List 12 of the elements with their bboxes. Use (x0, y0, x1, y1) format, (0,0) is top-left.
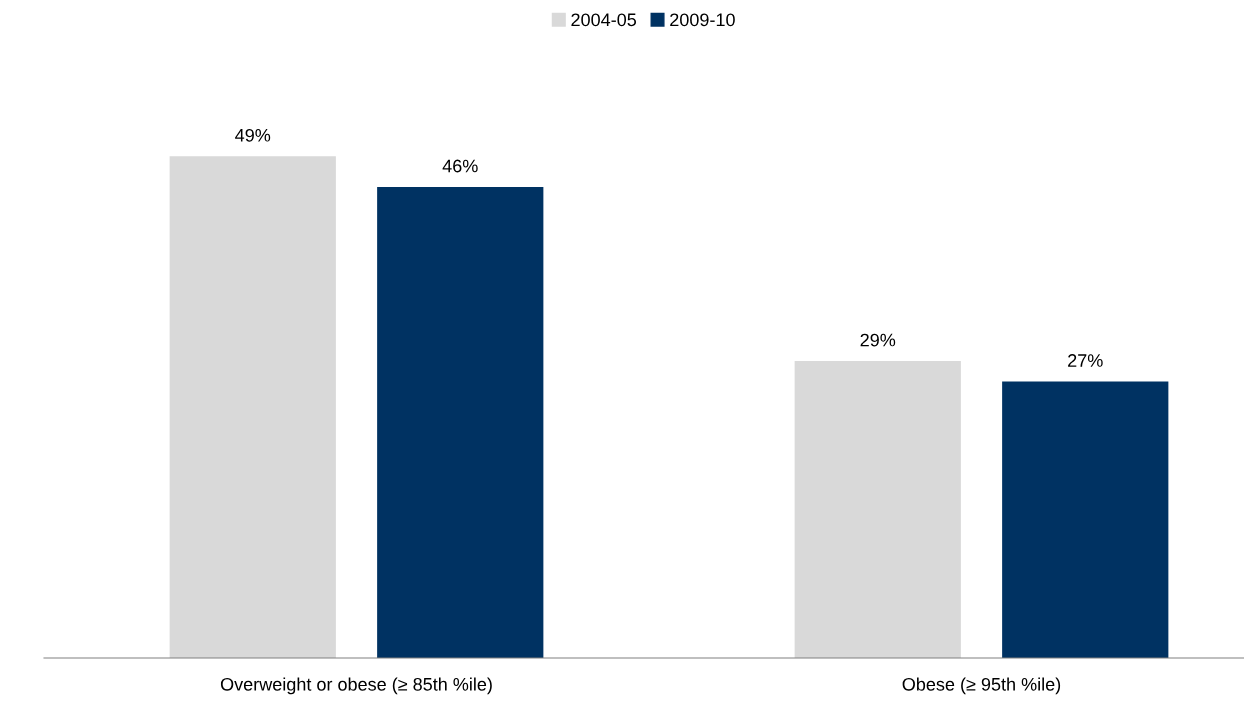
data-label: 27% (1068, 354, 1103, 367)
bar (1002, 381, 1169, 658)
legend-label: 2009-10 (670, 13, 735, 27)
data-label: 49% (235, 128, 271, 142)
bar (794, 361, 961, 658)
data-label: 46% (442, 159, 478, 173)
x-tick-label: Overweight or obese (≥ 85th %ile) (220, 677, 492, 695)
legend-label: 2004-05 (571, 13, 637, 27)
bar (169, 156, 336, 658)
data-label: 29% (860, 333, 896, 347)
x-tick-label: Obese (≥ 95th %ile) (902, 677, 1061, 695)
bar (377, 187, 544, 658)
